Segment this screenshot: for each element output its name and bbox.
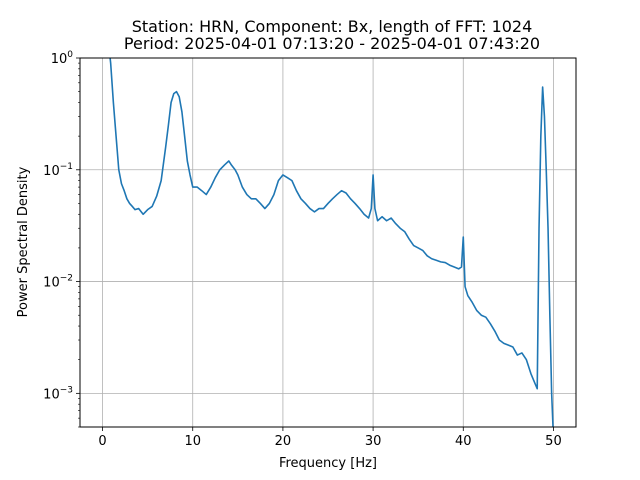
x-tick-label: 50 <box>545 434 562 449</box>
y-axis-ticks: 10−3 10−2 10−1 100 <box>43 50 80 428</box>
x-axis-ticks: 0 10 20 30 40 50 <box>98 427 562 449</box>
chart-title-line2: Period: 2025-04-01 07:13:20 - 2025-04-01… <box>124 34 540 53</box>
y-tick-label: 10−2 <box>43 274 73 291</box>
x-tick-label: 10 <box>184 434 201 449</box>
x-tick-label: 30 <box>365 434 382 449</box>
x-tick-label: 40 <box>455 434 472 449</box>
y-tick-label: 100 <box>51 50 74 67</box>
psd-series-line <box>109 58 554 427</box>
x-tick-label: 0 <box>98 434 106 449</box>
chart-title-line1: Station: HRN, Component: Bx, length of F… <box>132 17 533 36</box>
y-tick-label: 10−3 <box>43 385 73 402</box>
x-tick-label: 20 <box>275 434 292 449</box>
y-tick-label: 10−1 <box>43 162 73 179</box>
x-axis-label: Frequency [Hz] <box>279 456 377 471</box>
plot-area <box>109 58 554 427</box>
plot-frame <box>79 57 577 428</box>
y-axis-label: Power Spectral Density <box>16 166 31 317</box>
